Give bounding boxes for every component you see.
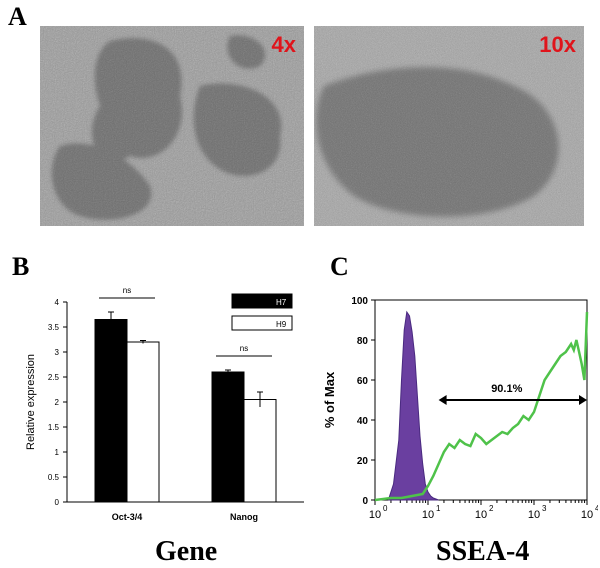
legend-label-h9: H9	[276, 320, 287, 329]
flow-y-tick-label: 100	[351, 296, 368, 307]
flow-y-tick-label: 20	[357, 456, 369, 467]
flow-y-tick-label: 0	[362, 496, 368, 507]
bar-h9-nanog	[243, 399, 277, 503]
bar-chart-y-ticks: 0 0.5 1 1.5 2 2.5 3 3.5 4	[48, 298, 67, 507]
bar-y-tick-label: 2	[55, 398, 60, 407]
bar-y-tick-label: 3.5	[48, 323, 60, 332]
bar-chart-bars: ns ns	[94, 286, 277, 503]
bar-y-tick-label: 2.5	[48, 373, 60, 382]
flow-x-tick-exponent: 2	[489, 504, 494, 513]
bar-y-tick-label: 1	[55, 448, 60, 457]
micrograph-4x-texture	[40, 26, 304, 226]
bar-h7-oct-3-4	[94, 319, 128, 503]
bar-chart-x-label: Gene	[155, 536, 218, 567]
bar-chart-y-label: Relative expression	[25, 354, 37, 450]
isotype-control-histogram	[387, 310, 439, 501]
flow-x-tick-label: 10	[475, 509, 487, 521]
bar-chart-legend: H7 H9	[231, 293, 293, 331]
flow-histogram-x-label: SSEA-4	[436, 536, 530, 567]
legend-swatch-h7	[231, 293, 293, 309]
flow-x-tick-exponent: 1	[436, 504, 441, 513]
flow-y-tick-label: 40	[357, 416, 369, 427]
flow-x-tick-label: 10	[528, 509, 540, 521]
flow-x-tick-exponent: 3	[542, 504, 547, 513]
flow-x-tick-exponent: 4	[595, 504, 598, 513]
bar-chart-x-tick-labels: Oct-3/4 Nanog	[112, 512, 258, 522]
bar-y-tick-label: 3	[55, 348, 60, 357]
flow-histogram-y-label: % of Max	[322, 371, 337, 428]
flow-x-tick-exponent: 0	[383, 504, 388, 513]
micrograph-4x: 4x	[40, 26, 304, 226]
flow-x-tick-label: 10	[369, 509, 381, 521]
gate-arrow-right	[579, 395, 587, 405]
bar-h9-oct-3-4	[126, 341, 160, 503]
micrograph-10x-texture	[314, 26, 584, 226]
positive-gate-marker: 90.1%	[438, 383, 587, 405]
bar-y-tick-label: 1.5	[48, 423, 60, 432]
gate-arrow-left	[438, 395, 447, 405]
legend-swatch-h9	[231, 315, 293, 331]
bar-h7-nanog	[211, 371, 245, 503]
flow-y-tick-label: 60	[357, 376, 369, 387]
flow-histogram-y-ticks: 0 20 40 60 80 100	[351, 296, 375, 507]
bar-chart: 0 0.5 1 1.5 2 2.5 3 3.5 4 ns ns Oct-3/4 Nanog Rela…	[25, 286, 304, 522]
panel-c-letter: C	[330, 252, 349, 281]
bar-y-tick-label: 0	[55, 498, 60, 507]
flow-x-tick-label: 10	[422, 509, 434, 521]
magnification-label-4x: 4x	[271, 32, 296, 57]
legend-label-h7: H7	[276, 298, 287, 307]
flow-x-tick-label: 10	[581, 509, 593, 521]
ssea4-histogram-line	[374, 311, 589, 502]
significance-label: ns	[123, 286, 131, 295]
bar-y-tick-label: 4	[55, 298, 60, 307]
flow-y-tick-label: 80	[357, 336, 369, 347]
gate-percentage-label: 90.1%	[491, 383, 522, 395]
panel-b-letter: B	[12, 252, 30, 281]
bar-x-tick-label: Nanog	[230, 512, 258, 522]
bar-x-tick-label: Oct-3/4	[112, 512, 143, 522]
significance-label: ns	[240, 344, 248, 353]
micrograph-10x: 10x	[314, 26, 584, 226]
panel-a-letter: A	[8, 2, 27, 31]
bar-y-tick-label: 0.5	[48, 473, 60, 482]
magnification-label-10x: 10x	[539, 32, 576, 57]
